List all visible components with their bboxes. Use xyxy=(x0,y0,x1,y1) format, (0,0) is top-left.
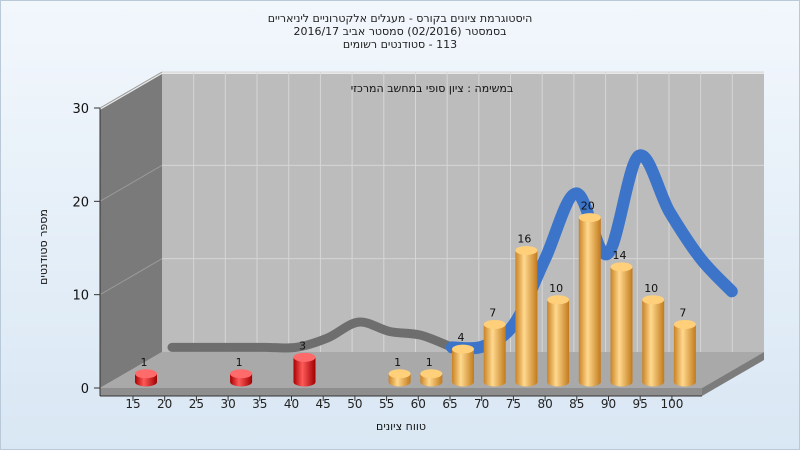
data-label: 1 xyxy=(141,356,148,369)
floor-side-edge xyxy=(702,352,764,396)
gridlines xyxy=(99,71,764,352)
x-tick-label: 35 xyxy=(252,397,267,411)
side-gridline xyxy=(99,164,163,202)
x-tick-label: 20 xyxy=(157,397,172,411)
y-tick-label: 0 xyxy=(81,382,89,397)
bar xyxy=(578,213,601,387)
y-axis-label: מספר סטודנטים xyxy=(37,209,50,285)
data-label: 3 xyxy=(299,339,306,352)
data-label: 1 xyxy=(394,356,401,369)
data-label: 1 xyxy=(236,356,243,369)
data-label: 1 xyxy=(426,356,433,369)
floor-front-edge xyxy=(100,388,702,396)
x-tick-label: 40 xyxy=(284,397,299,411)
data-label: 20 xyxy=(581,200,595,213)
side-gridline xyxy=(99,71,163,109)
bar xyxy=(483,319,506,387)
chart-title-line-1: היסטוגרמת ציונים בקורס - מעגלים אלקטרוני… xyxy=(267,12,533,25)
x-tick-label: 65 xyxy=(442,397,457,411)
bar xyxy=(388,369,411,387)
bar xyxy=(547,295,570,387)
data-label: 7 xyxy=(489,306,496,319)
x-tick-label: 50 xyxy=(347,397,362,411)
x-tick-label: 85 xyxy=(569,397,584,411)
chart-title-line-2: בסמסטר (02/2016) סמסטר אביב 2016/17 xyxy=(293,25,507,38)
bar xyxy=(452,344,474,387)
trend-fail-segment xyxy=(167,317,457,353)
x-tick-label: 60 xyxy=(411,397,426,411)
bar xyxy=(642,295,665,387)
x-tick-label: 100 xyxy=(660,397,683,411)
bar xyxy=(610,262,633,387)
bar xyxy=(135,369,157,387)
data-label: 10 xyxy=(549,282,563,295)
x-tick-label: 45 xyxy=(316,397,331,411)
y-tick-label: 30 xyxy=(72,102,89,117)
data-label: 7 xyxy=(679,306,686,319)
x-tick-label: 95 xyxy=(633,397,648,411)
y-tick-label: 20 xyxy=(72,195,89,210)
bar xyxy=(230,369,253,387)
x-tick-label: 80 xyxy=(537,397,552,411)
y-tick-label: 10 xyxy=(72,289,89,304)
data-label: 10 xyxy=(644,282,658,295)
bar xyxy=(420,369,443,387)
x-tick-label: 90 xyxy=(601,397,616,411)
bar xyxy=(515,245,538,387)
x-tick-label: 25 xyxy=(189,397,204,411)
bar xyxy=(673,319,696,387)
bar xyxy=(293,352,316,387)
chart-annotation: במשימה : ציון סופי במחשב המרכזי xyxy=(351,82,514,95)
x-axis: 15 20 25 30 35 40 45 50 55 60 65 70 75 80 85 90 95 100 xyxy=(100,395,702,411)
chart-title-line-3: 113 - סטודנטים רשומים xyxy=(342,38,458,51)
data-label: 4 xyxy=(458,331,465,344)
side-gridline xyxy=(99,258,163,296)
x-axis-label: טווח ציונים xyxy=(376,420,426,433)
y-axis: 0 10 20 30 xyxy=(72,102,101,397)
x-tick-label: 70 xyxy=(474,397,489,411)
bars xyxy=(135,213,696,387)
x-tick-label: 15 xyxy=(125,397,140,411)
left-wall xyxy=(100,72,162,388)
data-label: 16 xyxy=(517,232,531,245)
x-tick-label: 30 xyxy=(220,397,235,411)
data-label: 14 xyxy=(613,249,627,262)
x-tick-label: 55 xyxy=(379,397,394,411)
x-tick-label: 75 xyxy=(506,397,521,411)
